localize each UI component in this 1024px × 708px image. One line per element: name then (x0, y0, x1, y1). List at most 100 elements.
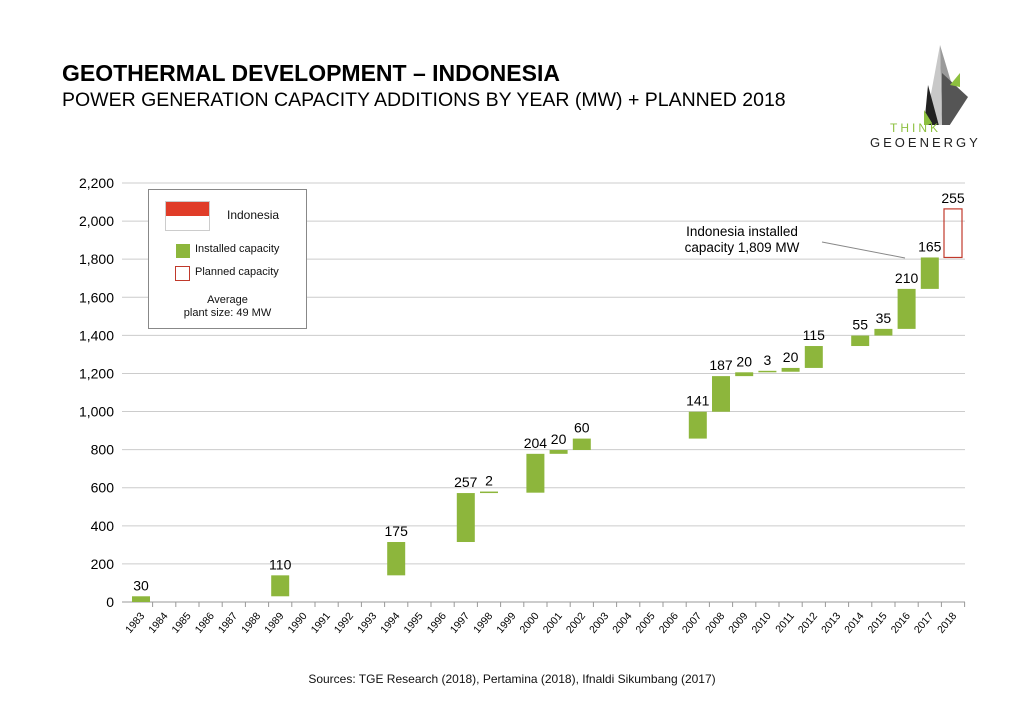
page-title: GEOTHERMAL DEVELOPMENT – INDONESIA (62, 60, 560, 86)
x-tick-label: 1997 (448, 610, 472, 636)
legend-average-2: plant size: 49 MW (183, 307, 272, 319)
bar-installed-1983 (132, 596, 150, 602)
x-tick-label: 2011 (773, 610, 797, 635)
bar-installed-2002 (572, 438, 591, 451)
value-label-2018: 255 (941, 190, 965, 206)
x-tick-label: 2013 (819, 610, 843, 636)
x-tick-label: 2007 (680, 610, 704, 636)
legend-planned: Planned capacity (195, 266, 279, 278)
x-tick-label: 2018 (935, 610, 959, 636)
y-tick-label: 1,200 (79, 365, 114, 381)
x-tick-label: 2006 (657, 610, 681, 636)
x-tick-label: 1994 (378, 610, 402, 636)
x-tick-label: 2015 (865, 610, 889, 636)
value-label-2016: 210 (895, 270, 919, 286)
value-label-2008: 187 (709, 357, 733, 373)
annotation-line-2: capacity 1,809 MW (685, 240, 800, 255)
x-tick-label: 1984 (146, 610, 170, 636)
x-tick-label: 2014 (842, 610, 866, 636)
bar-installed-2009 (735, 372, 754, 377)
value-label-2007: 141 (686, 393, 710, 409)
bar-installed-2010 (758, 370, 777, 373)
value-label-1994: 175 (385, 523, 409, 539)
y-tick-label: 1,800 (79, 251, 114, 267)
legend-country: Indonesia (227, 208, 280, 222)
bar-installed-2000 (526, 453, 545, 493)
value-label-2015: 35 (876, 310, 892, 326)
value-label-2009: 20 (736, 353, 752, 369)
value-label-2002: 60 (574, 420, 590, 436)
x-tick-label: 1998 (471, 610, 495, 636)
x-tick-label: 2001 (541, 610, 565, 636)
value-label-2012: 115 (803, 327, 826, 343)
x-tick-label: 1983 (123, 610, 147, 636)
x-tick-label: 1987 (216, 610, 240, 636)
value-label-2000: 204 (524, 435, 548, 451)
bar-installed-1989 (271, 575, 290, 597)
x-tick-label: 2005 (633, 610, 657, 636)
page-subtitle: POWER GENERATION CAPACITY ADDITIONS BY Y… (62, 89, 786, 111)
bar-installed-2007 (688, 411, 707, 439)
y-tick-label: 200 (91, 556, 115, 572)
value-label-1998: 2 (485, 473, 493, 489)
legend-installed: Installed capacity (195, 243, 280, 255)
x-tick-label: 2012 (796, 610, 820, 636)
bar-installed-2015 (874, 328, 893, 336)
bar-installed-2012 (804, 346, 823, 368)
logo-mark-icon (924, 45, 968, 137)
x-tick-label: 1992 (332, 610, 356, 636)
x-tick-label: 2004 (610, 610, 634, 636)
x-tick-label: 1999 (494, 610, 518, 636)
annotation-leader-line (821, 241, 906, 259)
x-tick-label: 1988 (239, 610, 263, 636)
legend: Indonesia Installed capacity Planned cap… (148, 189, 307, 329)
value-label-2010: 3 (764, 352, 772, 368)
x-tick-label: 2009 (726, 610, 750, 636)
value-label-2001: 20 (551, 431, 567, 447)
x-tick-label: 1990 (285, 610, 309, 636)
bar-installed-2008 (712, 376, 730, 412)
bar-installed-1998 (480, 491, 498, 494)
value-label-1983: 30 (133, 577, 149, 593)
x-tick-label: 2017 (912, 610, 936, 636)
value-label-1989: 110 (269, 556, 292, 572)
bar-installed-2011 (781, 367, 800, 372)
x-tick-label: 1986 (193, 610, 217, 636)
x-tick-label: 2002 (564, 610, 588, 636)
think-geoenergy-logo: THINK GEOENERGY (860, 45, 1020, 150)
x-tick-label: 1993 (355, 610, 379, 636)
indonesia-flag-icon (165, 201, 210, 231)
y-tick-label: 1,000 (79, 404, 114, 420)
legend-average-1: Average (207, 294, 248, 306)
y-tick-label: 2,200 (79, 175, 114, 191)
y-tick-label: 1,600 (79, 289, 114, 305)
planned-swatch-icon (175, 266, 190, 281)
annotation-line-1: Indonesia installed (686, 224, 798, 239)
bar-planned-2018 (943, 208, 963, 259)
x-tick-label: 1991 (309, 610, 333, 636)
y-tick-label: 0 (106, 594, 114, 610)
value-label-2017: 165 (918, 238, 942, 254)
bar-installed-1994 (387, 542, 406, 576)
x-tick-label: 2003 (587, 610, 611, 636)
y-tick-label: 2,000 (79, 213, 114, 229)
y-tick-label: 1,400 (79, 327, 114, 343)
logo-think: THINK (890, 121, 941, 135)
logo-geoenergy: GEOENERGY (870, 135, 981, 150)
bar-installed-2016 (897, 288, 916, 329)
x-tick-label: 1989 (262, 610, 286, 636)
x-tick-label: 2008 (703, 610, 727, 636)
bar-installed-2017 (920, 257, 939, 289)
x-tick-label: 2010 (749, 610, 773, 636)
x-tick-label: 2000 (517, 610, 541, 636)
bar-installed-2001 (549, 450, 568, 454)
value-label-2014: 55 (852, 317, 868, 333)
x-tick-label: 1996 (425, 610, 449, 636)
x-tick-label: 1995 (401, 610, 425, 636)
value-label-2011: 20 (783, 349, 799, 365)
installed-swatch-icon (176, 244, 190, 258)
value-label-1997: 257 (454, 474, 478, 490)
x-tick-label: 1985 (169, 610, 193, 636)
